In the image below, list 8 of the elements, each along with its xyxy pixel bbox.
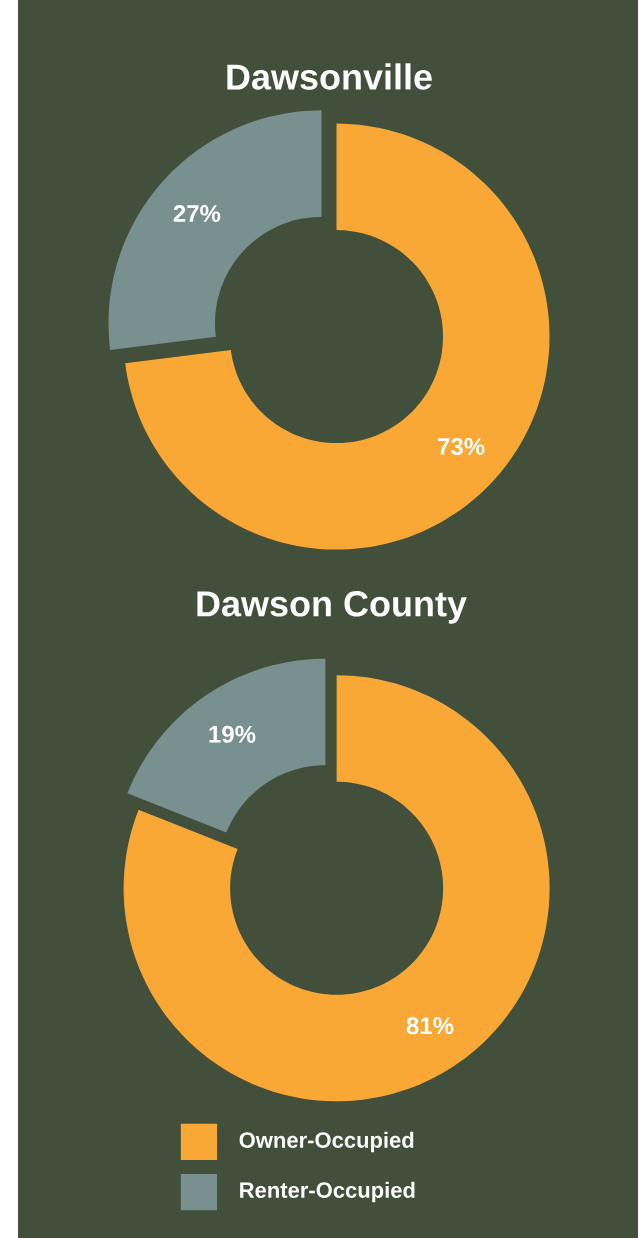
data-label: 81%	[406, 1017, 454, 1035]
chart-title: Dawsonville	[227, 63, 432, 90]
legend-label: Renter-Occupied	[240, 1181, 415, 1203]
chart-title: Dawson County	[197, 591, 467, 624]
data-label: 73%	[438, 437, 485, 455]
legend-label: Owner-Occupied	[239, 1131, 414, 1153]
data-label: 27%	[173, 205, 221, 222]
data-label: 19%	[209, 725, 256, 743]
